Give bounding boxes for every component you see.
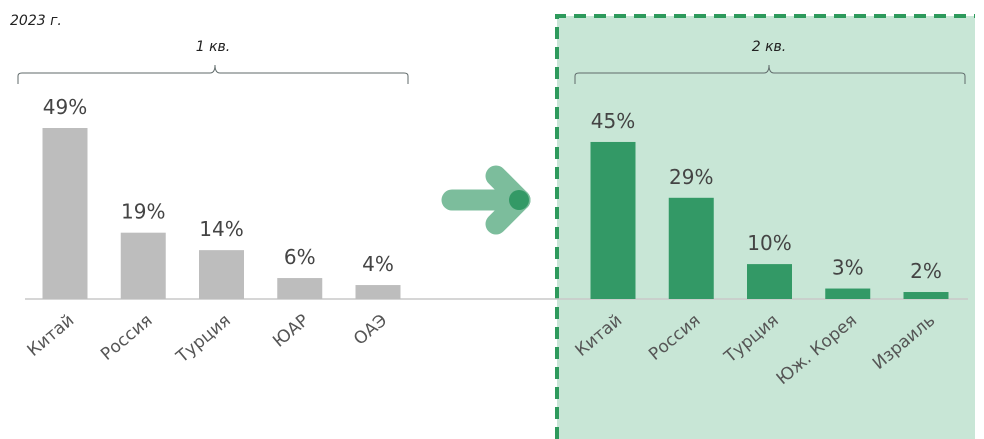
bar-q2-3 [825, 288, 871, 299]
q2-brace [574, 64, 966, 84]
bar-q1-2 [199, 250, 244, 299]
value-label-q1-3: 6% [284, 245, 316, 269]
value-label-q2-1: 29% [669, 165, 713, 189]
q2-title: 2 кв. [752, 39, 787, 55]
bar-q1-3 [277, 278, 323, 299]
value-label-q2-0: 45% [591, 109, 635, 133]
q1-title: 1 кв. [196, 39, 231, 55]
bar-q2-2 [747, 264, 792, 299]
bar-q2-0 [590, 141, 636, 299]
category-label-q1-3: ЮАР [269, 311, 313, 352]
category-label-q1-0: Китай [24, 311, 79, 361]
value-label-q2-2: 10% [747, 231, 791, 255]
bar-q1-0 [42, 128, 88, 299]
category-label-q1-2: Турция [172, 311, 235, 368]
value-label-q1-2: 14% [199, 217, 243, 241]
bar-q2-4 [903, 292, 949, 299]
bar-q2-1 [668, 197, 714, 299]
value-label-q2-3: 3% [832, 256, 864, 280]
category-label-q1-4: ОАЭ [350, 311, 391, 350]
bar-q1-4 [355, 285, 401, 299]
arrow-right-icon [441, 165, 531, 235]
value-label-q2-4: 2% [910, 259, 942, 283]
year-label: 2023 г. [10, 13, 62, 29]
q1-brace [17, 64, 409, 84]
q2-highlight-border [555, 14, 975, 439]
category-label-q1-1: Россия [97, 311, 156, 365]
value-label-q1-1: 19% [121, 200, 165, 224]
bar-q1-1 [120, 232, 166, 299]
value-label-q1-0: 49% [43, 95, 87, 119]
value-label-q1-4: 4% [362, 252, 394, 276]
